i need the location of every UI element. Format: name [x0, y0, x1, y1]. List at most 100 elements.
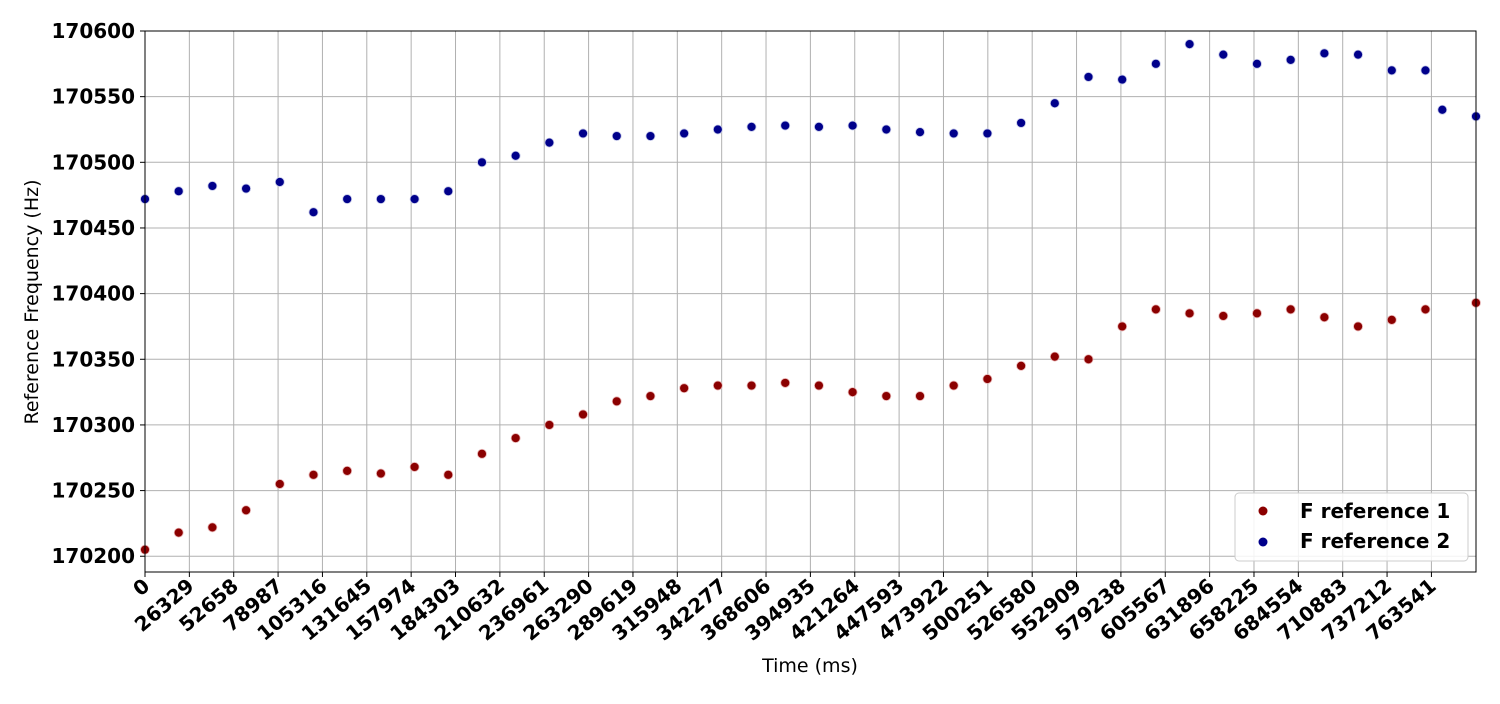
data-point [1150, 304, 1161, 315]
data-point [746, 121, 757, 132]
data-point [1353, 321, 1363, 332]
data-point [746, 380, 757, 391]
data-point [544, 420, 555, 430]
data-point [679, 383, 690, 394]
data-point [1184, 308, 1195, 319]
data-point [308, 207, 319, 218]
data-point [948, 380, 959, 391]
data-point [1083, 72, 1094, 82]
data-point [241, 183, 251, 194]
data-point [847, 120, 858, 131]
data-point [982, 374, 993, 384]
data-point [207, 522, 218, 533]
data-point [1437, 104, 1448, 115]
data-point [443, 469, 454, 480]
data-point [477, 157, 487, 168]
data-point [1016, 118, 1027, 128]
data-point [814, 121, 824, 132]
data-point [375, 194, 386, 204]
y-tick-label: 170600 [52, 19, 136, 43]
points-layer [140, 39, 1481, 555]
x-tick-labels: 0263295265878987105316131645157974184303… [128, 572, 1441, 646]
data-point [1218, 311, 1229, 321]
data-point [611, 396, 622, 407]
data-point [173, 186, 184, 197]
legend-marker-f-reference-1 [1258, 506, 1268, 516]
data-point [881, 391, 892, 401]
series-2 [140, 39, 1481, 218]
data-point [780, 378, 791, 388]
data-point [1184, 39, 1195, 50]
data-point [712, 380, 723, 391]
data-point [679, 128, 690, 139]
data-point [982, 128, 993, 139]
data-point [780, 120, 791, 131]
x-tick-label: 0 [128, 573, 154, 600]
data-point [881, 124, 892, 135]
data-point [915, 127, 925, 138]
data-point [1252, 308, 1262, 319]
data-point [241, 505, 251, 516]
y-axis-label: Reference Frequency (Hz) [21, 180, 43, 425]
grid-layer [144, 30, 1476, 572]
data-point [1285, 54, 1296, 65]
data-point [1083, 354, 1094, 365]
data-point [477, 448, 487, 459]
data-point [915, 391, 925, 401]
data-point [1049, 98, 1060, 109]
data-point [847, 387, 858, 398]
data-point [510, 433, 521, 443]
x-axis-label: Time (ms) [761, 655, 858, 677]
data-point [342, 194, 353, 204]
y-tick-label: 170400 [52, 282, 136, 306]
data-point [1319, 48, 1330, 59]
data-point [274, 479, 285, 489]
data-point [611, 131, 622, 141]
y-tick-label: 170300 [52, 413, 136, 437]
data-point [443, 186, 454, 197]
data-point [1016, 360, 1027, 371]
data-point [207, 181, 218, 191]
data-point [342, 465, 353, 476]
series-1 [140, 297, 1481, 555]
y-tick-label: 170450 [52, 216, 136, 240]
data-point [544, 137, 555, 148]
data-point [409, 462, 420, 472]
data-point [948, 128, 959, 139]
data-point [1386, 314, 1397, 325]
y-tick-label: 170500 [52, 150, 136, 174]
data-point [578, 128, 588, 139]
data-point [1353, 49, 1363, 60]
data-point [1117, 74, 1128, 85]
data-point [578, 409, 588, 420]
data-point [1218, 49, 1229, 60]
data-point [712, 124, 723, 135]
data-point [645, 131, 656, 141]
y-tick-label: 170250 [52, 479, 136, 503]
data-point [173, 527, 184, 538]
data-point [1117, 321, 1128, 332]
data-point [1150, 58, 1161, 69]
data-point [1285, 304, 1296, 315]
y-tick-label: 170200 [52, 544, 136, 568]
legend-label-f-reference-1: F reference 1 [1300, 499, 1450, 523]
y-tick-labels: 170200 170250 170300 170350 170400 170450 1705… [52, 19, 145, 568]
data-point [1319, 312, 1330, 323]
data-point [1252, 58, 1262, 69]
data-point [1049, 351, 1060, 362]
data-point [409, 194, 420, 204]
legend-box [1234, 492, 1469, 562]
data-point [1420, 65, 1431, 76]
data-point [510, 150, 521, 161]
legend-label-f-reference-2: F reference 2 [1300, 529, 1450, 553]
y-tick-label: 170550 [52, 85, 136, 109]
data-point [645, 391, 656, 401]
data-point [308, 469, 319, 480]
data-point [1386, 65, 1397, 76]
legend-marker-f-reference-2 [1258, 537, 1268, 547]
data-point [274, 177, 285, 187]
data-point [1420, 304, 1431, 315]
data-point [375, 468, 386, 479]
